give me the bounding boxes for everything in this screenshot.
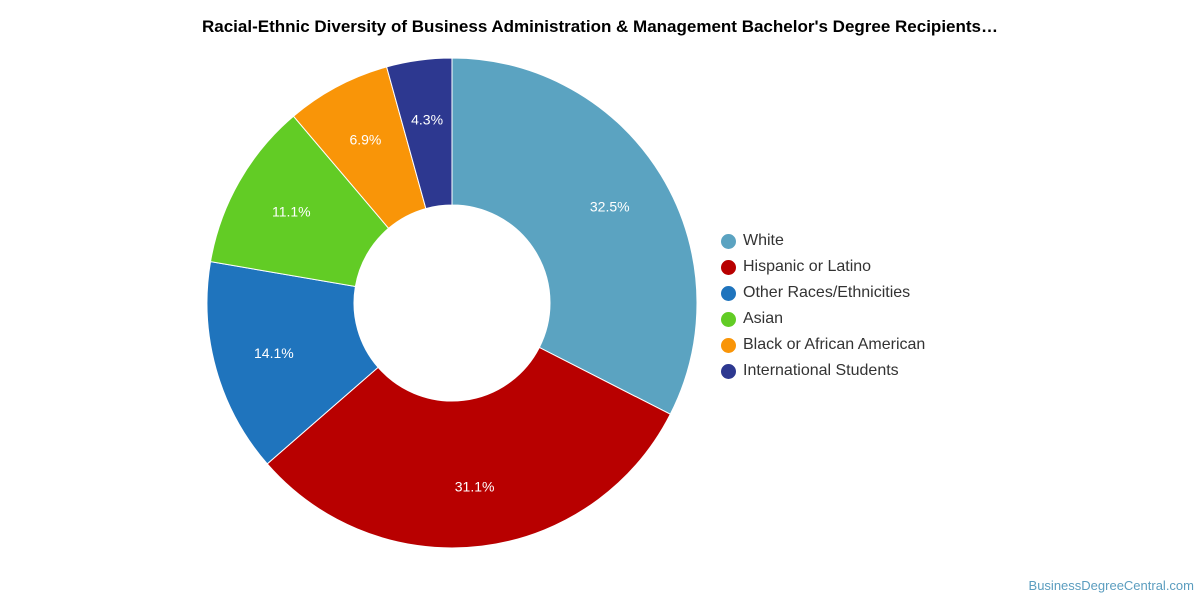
slice-other-races-ethnicities[interactable] xyxy=(206,261,379,465)
legend-label: Hispanic or Latino xyxy=(743,258,872,275)
slice-labels: 32.5% 31.1% 14.1% 11.1% 6.9% 4.3% xyxy=(254,112,630,495)
source-link[interactable]: BusinessDegreeCentral.com xyxy=(1028,578,1194,593)
legend-item-hispanic-or-latino[interactable]: Hispanic or Latino xyxy=(721,254,925,280)
slice-label-black-or-african-american: 6.9% xyxy=(349,132,381,148)
legend-label: White xyxy=(743,232,784,249)
slice-label-other-races-ethnicities: 14.1% xyxy=(254,345,294,361)
legend-item-white[interactable]: White xyxy=(721,228,925,254)
donut-slices xyxy=(206,57,698,549)
legend-item-other-races-ethnicities[interactable]: Other Races/Ethnicities xyxy=(721,280,925,306)
chart-legend: White Hispanic or Latino Other Races/Ethni… xyxy=(721,228,925,384)
slice-label-white: 32.5% xyxy=(590,198,630,214)
slice-international-students[interactable] xyxy=(385,57,453,210)
slice-white[interactable] xyxy=(451,57,698,415)
slice-asian[interactable] xyxy=(209,115,390,288)
slice-hispanic-or-latino[interactable] xyxy=(266,346,671,549)
legend-label: International Students xyxy=(743,362,899,379)
legend-marker-icon xyxy=(721,337,736,353)
slice-label-international-students: 4.3% xyxy=(411,112,443,128)
chart-title: Racial-Ethnic Diversity of Business Admi… xyxy=(201,17,998,36)
legend-item-international-students[interactable]: International Students xyxy=(721,358,925,384)
legend-label: Black or African American xyxy=(743,336,926,353)
legend-marker-icon xyxy=(721,233,736,249)
legend-marker-icon xyxy=(721,311,736,327)
legend-marker-icon xyxy=(721,363,736,379)
legend-label: Other Races/Ethnicities xyxy=(743,284,911,301)
legend-marker-icon xyxy=(721,285,736,301)
legend-item-black-or-african-american[interactable]: Black or African American xyxy=(721,332,925,358)
legend-item-asian[interactable]: Asian xyxy=(721,306,925,332)
legend-label: Asian xyxy=(743,310,784,327)
slice-label-asian: 11.1% xyxy=(272,203,311,219)
legend-marker-icon xyxy=(721,259,736,275)
slice-label-hispanic-or-latino: 31.1% xyxy=(455,479,495,495)
